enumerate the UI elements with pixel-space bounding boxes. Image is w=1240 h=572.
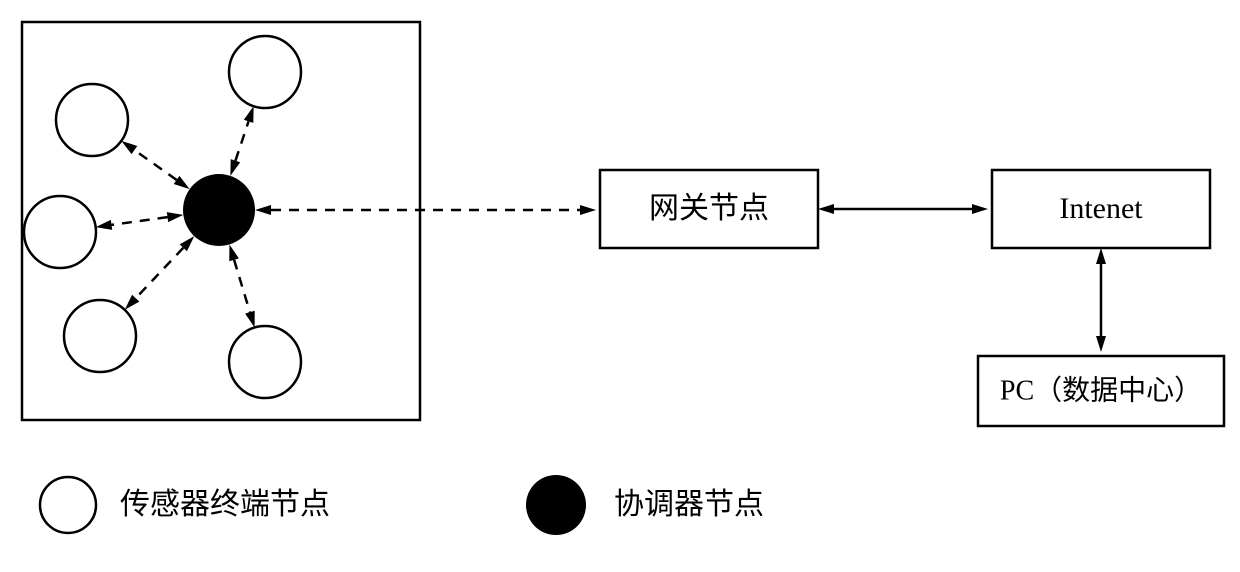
coordinator-node (183, 174, 255, 246)
legend-sensor-label: 传感器终端节点 (120, 488, 330, 521)
sensor-node (64, 300, 136, 372)
legend-sensor-icon (40, 477, 96, 533)
internet-label: Intenet (1059, 192, 1143, 225)
gateway-label: 网关节点 (649, 192, 769, 225)
sensor-node (56, 84, 128, 156)
legend-coordinator-icon (526, 475, 586, 535)
sensor-node (229, 36, 301, 108)
sensor-node (229, 326, 301, 398)
pc-label: PC（数据中心） (1000, 374, 1202, 406)
legend-coordinator-label: 协调器节点 (614, 488, 764, 521)
sensor-node (24, 196, 96, 268)
